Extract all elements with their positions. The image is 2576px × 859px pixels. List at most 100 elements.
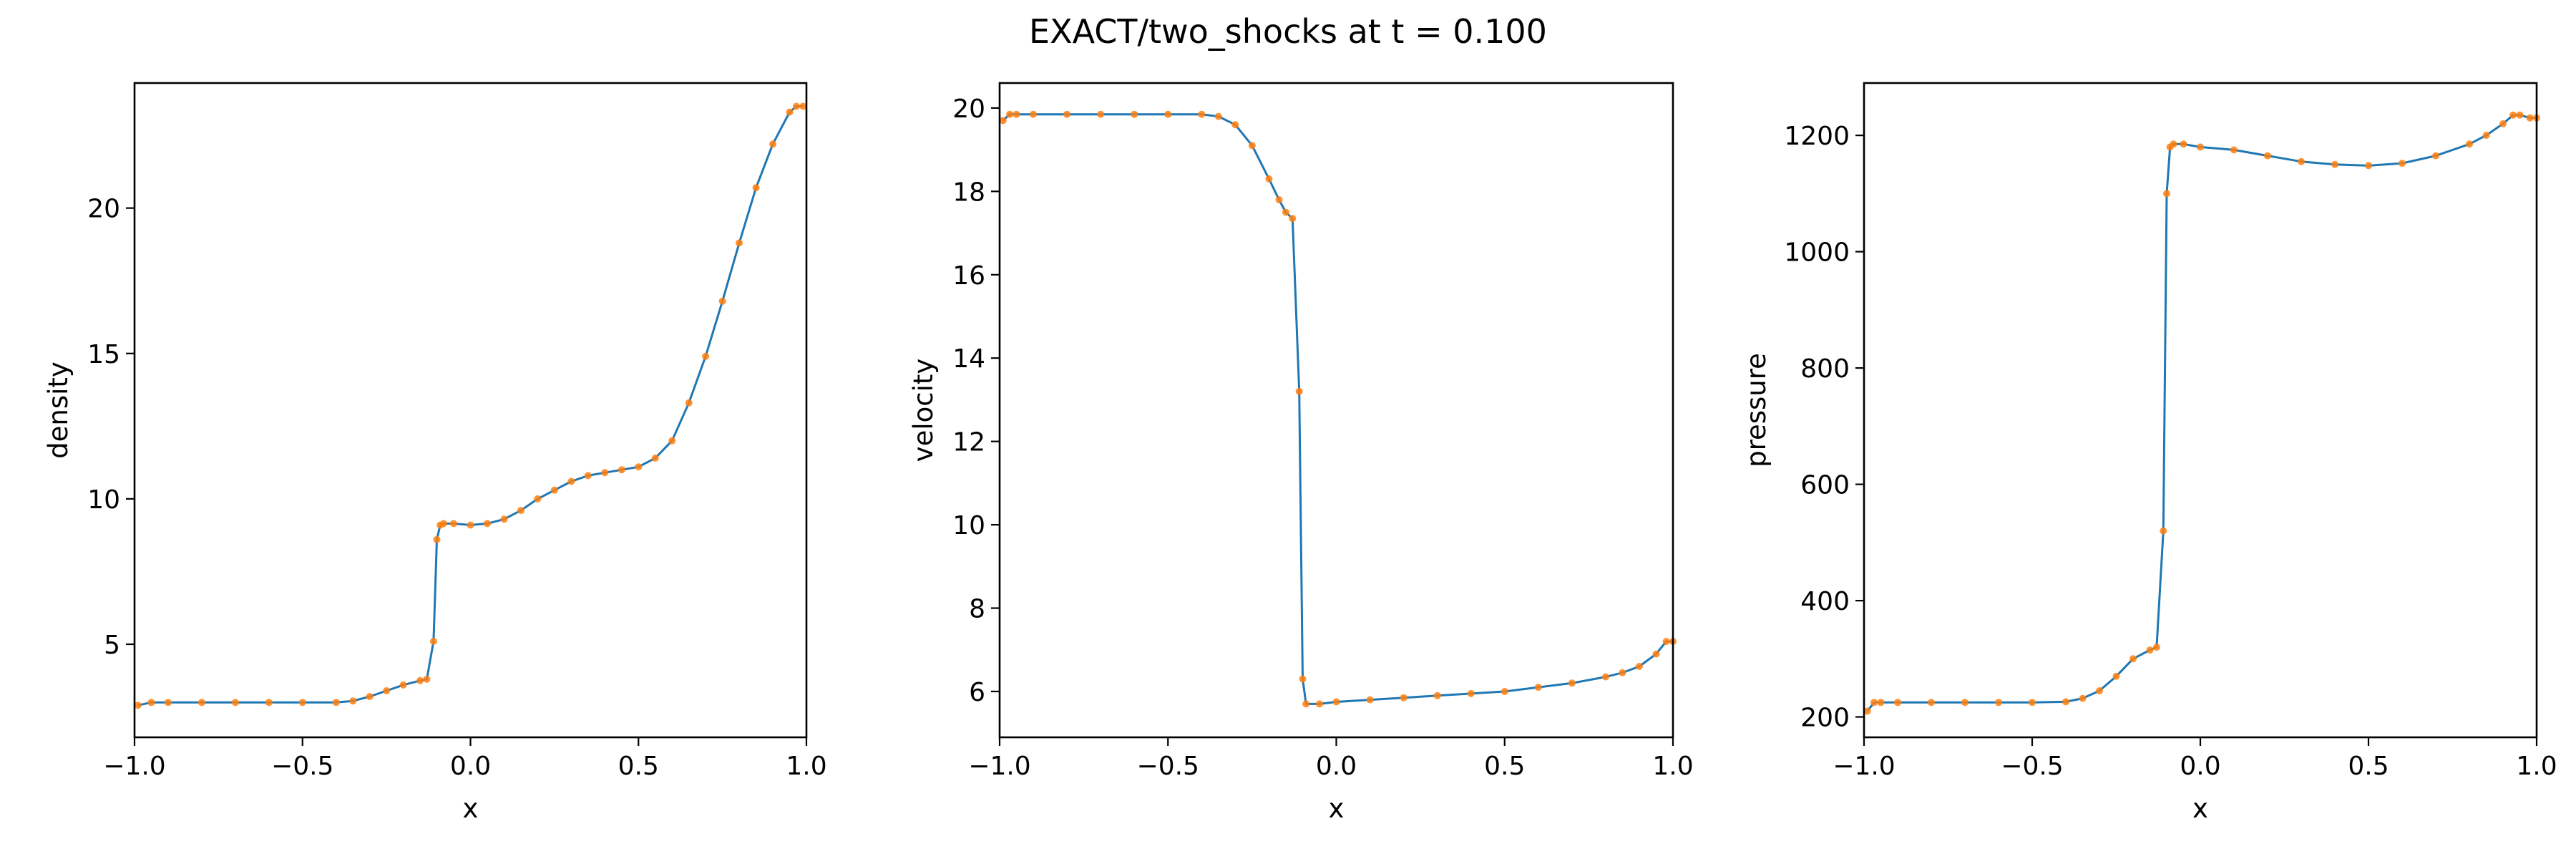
- x-tick-label: 1.0: [2516, 752, 2557, 781]
- pressure-data-point: [2129, 655, 2137, 663]
- pressure-data-point: [2079, 694, 2087, 702]
- pressure-data-point: [2516, 111, 2524, 119]
- density-data-point: [792, 102, 800, 110]
- density-data-point: [500, 515, 508, 523]
- pressure-data-point: [1870, 699, 1878, 707]
- pressure-data-point: [2298, 157, 2305, 165]
- pressure-data-point: [2432, 152, 2439, 160]
- velocity-data-point: [1316, 700, 1323, 708]
- x-tick-label: 1.0: [786, 752, 826, 781]
- pressure-data-point: [2152, 644, 2160, 651]
- y-tick-label: 18: [952, 178, 985, 207]
- velocity-data-point: [1332, 698, 1340, 706]
- y-axis-label: velocity: [908, 359, 939, 462]
- y-tick-label: 10: [87, 485, 120, 515]
- density-data-point: [399, 681, 407, 689]
- density-data-point: [534, 495, 542, 503]
- y-tick-label: 16: [952, 261, 985, 291]
- y-tick-label: 1000: [1784, 238, 1850, 268]
- pressure-data-point: [2163, 190, 2170, 198]
- x-tick-label: −1.0: [968, 752, 1030, 781]
- velocity-data-point: [1063, 110, 1071, 118]
- density-data-point: [197, 699, 205, 707]
- density-data-point: [799, 102, 807, 110]
- y-tick-label: 20: [952, 94, 985, 124]
- density-data-point: [702, 352, 710, 360]
- x-tick-label: 0.5: [1484, 752, 1525, 781]
- velocity-data-point: [1131, 110, 1138, 118]
- pressure-data-point: [2029, 699, 2036, 707]
- density-data-point: [134, 702, 142, 709]
- velocity-data-point: [1501, 688, 1508, 695]
- density-data-point: [164, 699, 172, 707]
- density-data-point: [383, 687, 391, 694]
- velocity-data-point: [1164, 110, 1172, 118]
- density-data-point: [467, 521, 474, 529]
- velocity-series-line: [1002, 113, 1673, 705]
- x-axis-label: x: [463, 793, 479, 824]
- velocity-data-point: [1013, 110, 1020, 118]
- velocity-data-point: [1366, 696, 1374, 704]
- density-data-point: [231, 699, 239, 707]
- velocity-data-point: [1400, 694, 1407, 702]
- velocity-data-point: [1097, 110, 1105, 118]
- velocity-data-point: [1302, 700, 1310, 708]
- x-axis-label: x: [1329, 793, 1345, 824]
- y-axis-label: density: [43, 361, 74, 459]
- y-tick-label: 600: [1800, 471, 1850, 500]
- density-data-point: [366, 693, 374, 701]
- velocity-data-point: [1467, 689, 1475, 697]
- velocity-data-point: [1282, 208, 1289, 216]
- y-tick-label: 1200: [1784, 122, 1850, 151]
- pressure-data-point: [2264, 152, 2271, 160]
- density-data-point: [718, 297, 726, 305]
- y-tick-label: 8: [969, 595, 985, 624]
- density-data-point: [550, 486, 558, 494]
- density-data-point: [769, 140, 776, 148]
- y-tick-label: 20: [87, 195, 120, 224]
- density-data-point: [298, 699, 306, 707]
- pressure-data-point: [2399, 160, 2406, 168]
- x-tick-label: 0.0: [1316, 752, 1357, 781]
- y-tick-label: 12: [952, 428, 985, 457]
- x-tick-label: 0.0: [450, 752, 491, 781]
- velocity-data-point: [1214, 112, 1222, 120]
- pressure-data-point: [2526, 114, 2534, 122]
- density-data-point: [147, 699, 155, 707]
- density-data-point: [567, 477, 575, 485]
- subplots: −1.0 −0.5 0.0 0.5 1.0 5 10 15 20 x density −1.0 −0.5…: [43, 82, 2557, 824]
- pressure-data-point: [2096, 687, 2103, 694]
- y-tick-label: 14: [952, 344, 985, 374]
- y-tick-label: 800: [1800, 354, 1850, 384]
- density-data-point: [651, 455, 659, 462]
- velocity-data-point: [1662, 638, 1670, 646]
- pressure-data-point: [1928, 699, 1935, 707]
- subplot-density: −1.0 −0.5 0.0 0.5 1.0 5 10 15 20 x density: [43, 82, 827, 824]
- pressure-data-point: [1877, 699, 1885, 707]
- x-tick-label: 0.0: [2180, 752, 2220, 781]
- pressure-data-point: [2146, 646, 2154, 654]
- density-data-point: [265, 699, 273, 707]
- pressure-data-point: [2170, 140, 2177, 148]
- density-data-point: [618, 466, 625, 474]
- y-tick-label: 200: [1800, 704, 1850, 733]
- pressure-data-point: [2331, 160, 2338, 168]
- density-data-point: [349, 697, 357, 705]
- pressure-data-point: [2230, 146, 2238, 154]
- pressure-data-point: [2499, 120, 2507, 127]
- x-axis-label: x: [2192, 793, 2208, 824]
- density-data-point: [752, 184, 760, 192]
- y-tick-label: 6: [969, 678, 985, 707]
- pressure-data-point: [1995, 699, 2002, 707]
- velocity-data-point: [1198, 110, 1206, 118]
- figure-title: EXACT/two_shocks at t = 0.100: [1029, 12, 1547, 51]
- velocity-data-point: [1652, 650, 1660, 658]
- density-data-point: [484, 520, 491, 528]
- density-data-point: [439, 520, 447, 528]
- velocity-data-point: [1265, 175, 1273, 183]
- pressure-data-point: [1894, 699, 1901, 707]
- pressure-data-point: [2509, 111, 2517, 119]
- x-tick-label: 1.0: [1652, 752, 1693, 781]
- y-axis-label: pressure: [1741, 353, 1772, 467]
